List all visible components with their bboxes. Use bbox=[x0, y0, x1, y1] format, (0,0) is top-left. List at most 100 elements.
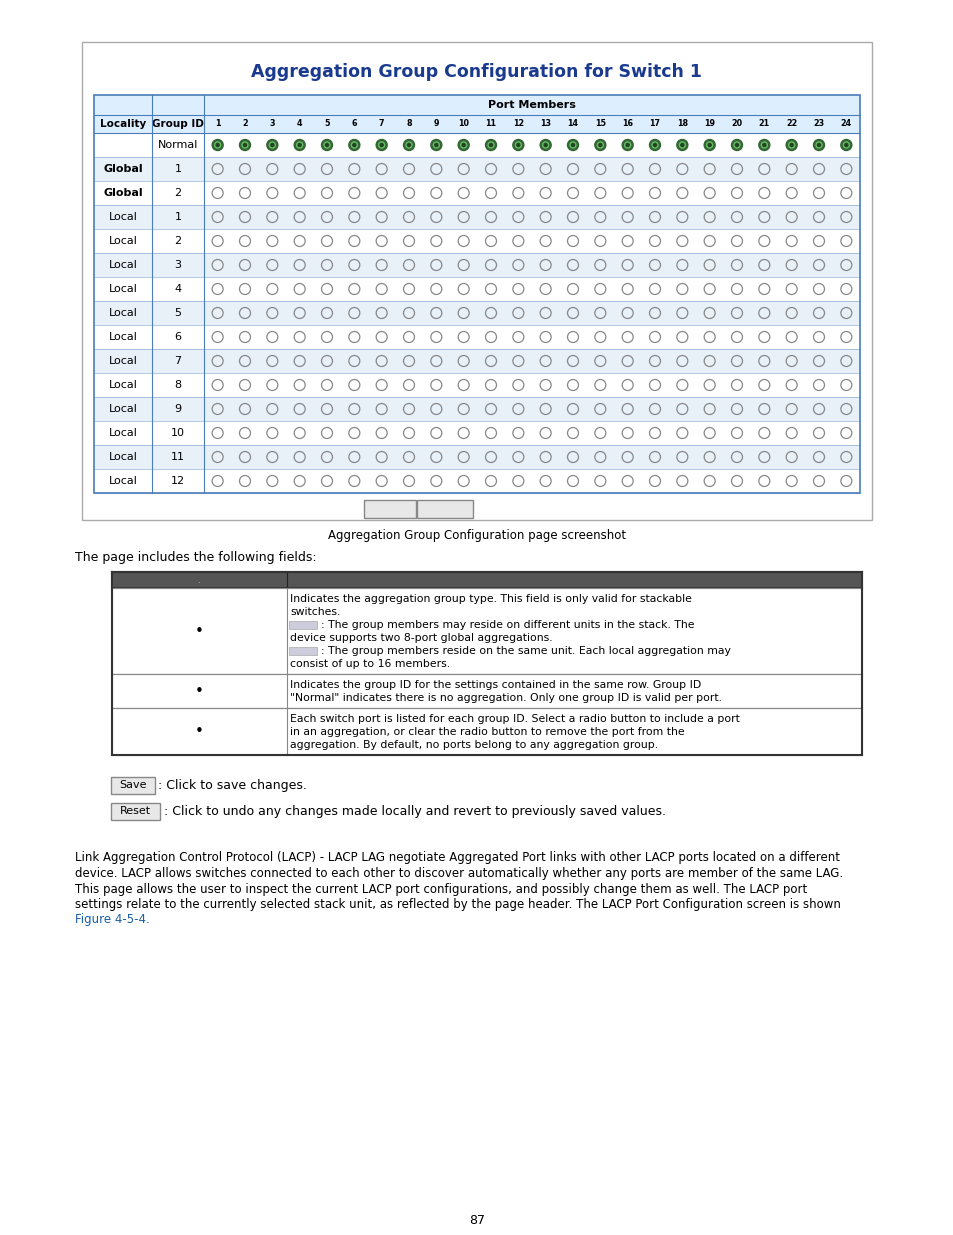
Text: Aggregation Group Configuration page screenshot: Aggregation Group Configuration page scr… bbox=[328, 530, 625, 542]
Text: Local: Local bbox=[109, 356, 137, 366]
Text: 9: 9 bbox=[433, 120, 438, 128]
Text: 18: 18 bbox=[676, 120, 687, 128]
Text: : Click to undo any changes made locally and revert to previously saved values.: : Click to undo any changes made locally… bbox=[164, 804, 665, 818]
Text: 23: 23 bbox=[813, 120, 823, 128]
Circle shape bbox=[212, 140, 223, 151]
Circle shape bbox=[651, 142, 658, 148]
Text: 11: 11 bbox=[171, 452, 185, 462]
Text: 6: 6 bbox=[174, 332, 181, 342]
FancyBboxPatch shape bbox=[111, 777, 154, 794]
Text: 2: 2 bbox=[174, 188, 181, 198]
Text: Local: Local bbox=[109, 284, 137, 294]
Circle shape bbox=[457, 140, 469, 151]
Text: 3: 3 bbox=[270, 120, 274, 128]
Text: : Click to save changes.: : Click to save changes. bbox=[158, 778, 307, 792]
Text: 14: 14 bbox=[567, 120, 578, 128]
Text: Save: Save bbox=[119, 781, 147, 790]
Text: Local: Local bbox=[109, 212, 137, 222]
Text: Local: Local bbox=[109, 380, 137, 390]
Text: 8: 8 bbox=[174, 380, 181, 390]
Circle shape bbox=[325, 143, 328, 147]
Text: 12: 12 bbox=[512, 120, 523, 128]
Text: 1: 1 bbox=[214, 120, 220, 128]
Circle shape bbox=[625, 143, 629, 147]
FancyBboxPatch shape bbox=[82, 42, 871, 520]
Text: device supports two 8-port global aggregations.: device supports two 8-port global aggreg… bbox=[290, 634, 552, 643]
Circle shape bbox=[378, 142, 384, 148]
Circle shape bbox=[351, 142, 357, 148]
Circle shape bbox=[731, 140, 741, 151]
FancyBboxPatch shape bbox=[94, 115, 859, 133]
Text: 4: 4 bbox=[296, 120, 302, 128]
Text: 13: 13 bbox=[539, 120, 551, 128]
Circle shape bbox=[407, 143, 410, 147]
Text: 8: 8 bbox=[406, 120, 412, 128]
Circle shape bbox=[703, 140, 715, 151]
Text: 4: 4 bbox=[174, 284, 181, 294]
Circle shape bbox=[785, 140, 797, 151]
Text: Local: Local bbox=[109, 475, 137, 487]
Circle shape bbox=[379, 143, 383, 147]
Circle shape bbox=[460, 142, 466, 148]
Text: : The group members may reside on different units in the stack. The: : The group members may reside on differ… bbox=[320, 620, 694, 630]
Circle shape bbox=[461, 143, 465, 147]
Text: 5: 5 bbox=[174, 308, 181, 317]
Text: : The group members reside on the same unit. Each local aggregation may: : The group members reside on the same u… bbox=[320, 646, 730, 656]
Text: 11: 11 bbox=[485, 120, 496, 128]
Text: 1: 1 bbox=[174, 164, 181, 174]
Text: in an aggregation, or clear the radio button to remove the port from the: in an aggregation, or clear the radio bu… bbox=[290, 727, 684, 737]
Circle shape bbox=[543, 143, 547, 147]
Circle shape bbox=[242, 142, 248, 148]
FancyBboxPatch shape bbox=[416, 500, 473, 517]
Text: Local: Local bbox=[109, 236, 137, 246]
Circle shape bbox=[598, 143, 601, 147]
Circle shape bbox=[680, 143, 683, 147]
Text: Local: Local bbox=[109, 404, 137, 414]
Circle shape bbox=[569, 142, 576, 148]
Text: Indicates the group ID for the settings contained in the same row. Group ID: Indicates the group ID for the settings … bbox=[290, 680, 700, 690]
Text: aggregation. By default, no ports belong to any aggregation group.: aggregation. By default, no ports belong… bbox=[290, 740, 658, 750]
FancyBboxPatch shape bbox=[94, 182, 859, 205]
Circle shape bbox=[788, 142, 794, 148]
Text: Locality: Locality bbox=[100, 119, 146, 128]
Circle shape bbox=[433, 142, 439, 148]
Text: 20: 20 bbox=[731, 120, 741, 128]
Circle shape bbox=[813, 140, 823, 151]
FancyBboxPatch shape bbox=[289, 621, 316, 629]
Text: Local: Local bbox=[109, 332, 137, 342]
Text: Link Aggregation Control Protocol (LACP) - LACP LAG negotiate Aggregated Port li: Link Aggregation Control Protocol (LACP)… bbox=[75, 851, 840, 864]
FancyBboxPatch shape bbox=[94, 350, 859, 373]
Circle shape bbox=[571, 143, 574, 147]
Circle shape bbox=[349, 140, 359, 151]
Circle shape bbox=[649, 140, 659, 151]
Text: 16: 16 bbox=[621, 120, 633, 128]
Circle shape bbox=[214, 142, 220, 148]
Circle shape bbox=[375, 140, 387, 151]
Text: Local: Local bbox=[109, 452, 137, 462]
Circle shape bbox=[679, 142, 684, 148]
Circle shape bbox=[539, 140, 551, 151]
Text: Normal: Normal bbox=[157, 140, 198, 149]
Text: Port Members: Port Members bbox=[488, 100, 576, 110]
Circle shape bbox=[243, 143, 246, 147]
Circle shape bbox=[431, 140, 441, 151]
FancyBboxPatch shape bbox=[94, 157, 859, 182]
Text: Local: Local bbox=[109, 308, 137, 317]
Circle shape bbox=[403, 140, 414, 151]
FancyBboxPatch shape bbox=[94, 301, 859, 325]
Circle shape bbox=[489, 143, 492, 147]
Text: consist of up to 16 members.: consist of up to 16 members. bbox=[290, 659, 450, 669]
Circle shape bbox=[353, 143, 355, 147]
Circle shape bbox=[621, 140, 633, 151]
Circle shape bbox=[597, 142, 602, 148]
FancyBboxPatch shape bbox=[94, 396, 859, 421]
FancyBboxPatch shape bbox=[94, 445, 859, 469]
Text: Group ID: Group ID bbox=[152, 119, 204, 128]
Text: 2: 2 bbox=[242, 120, 248, 128]
Text: Local: Local bbox=[109, 429, 137, 438]
Text: 87: 87 bbox=[469, 1214, 484, 1226]
FancyBboxPatch shape bbox=[112, 572, 862, 588]
Text: •: • bbox=[194, 624, 204, 638]
Text: 7: 7 bbox=[174, 356, 181, 366]
Circle shape bbox=[567, 140, 578, 151]
